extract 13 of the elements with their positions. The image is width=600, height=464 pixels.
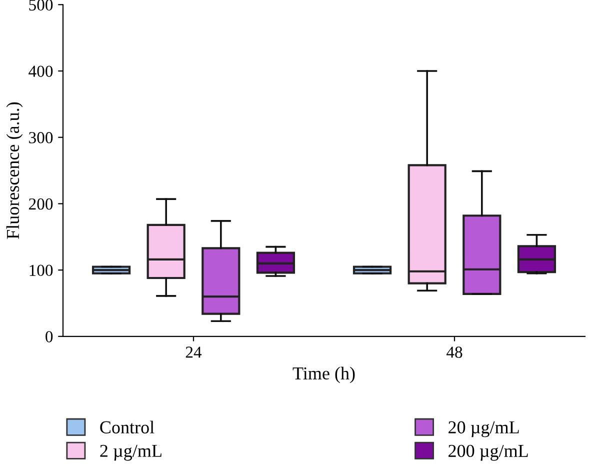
- legend-label: Control: [100, 420, 154, 434]
- y-tick-label: 300: [29, 132, 53, 144]
- x-tick-label: 48: [446, 346, 462, 358]
- y-tick-label: 200: [29, 198, 53, 210]
- y-tick-label: 400: [28, 66, 53, 77]
- y-tick-label: 100: [30, 264, 53, 276]
- x-tick-label: 24: [186, 346, 202, 358]
- legend-label: 20 µg/mL: [448, 421, 519, 438]
- legend-label: 200 µg/mL: [448, 444, 528, 461]
- y-axis-title: Fluorescence (a.u.): [6, 102, 23, 239]
- x-axis-title: Time (h): [292, 366, 355, 384]
- y-tick-label: 0: [46, 331, 53, 342]
- legend-label: 2 µg/mL: [100, 444, 162, 461]
